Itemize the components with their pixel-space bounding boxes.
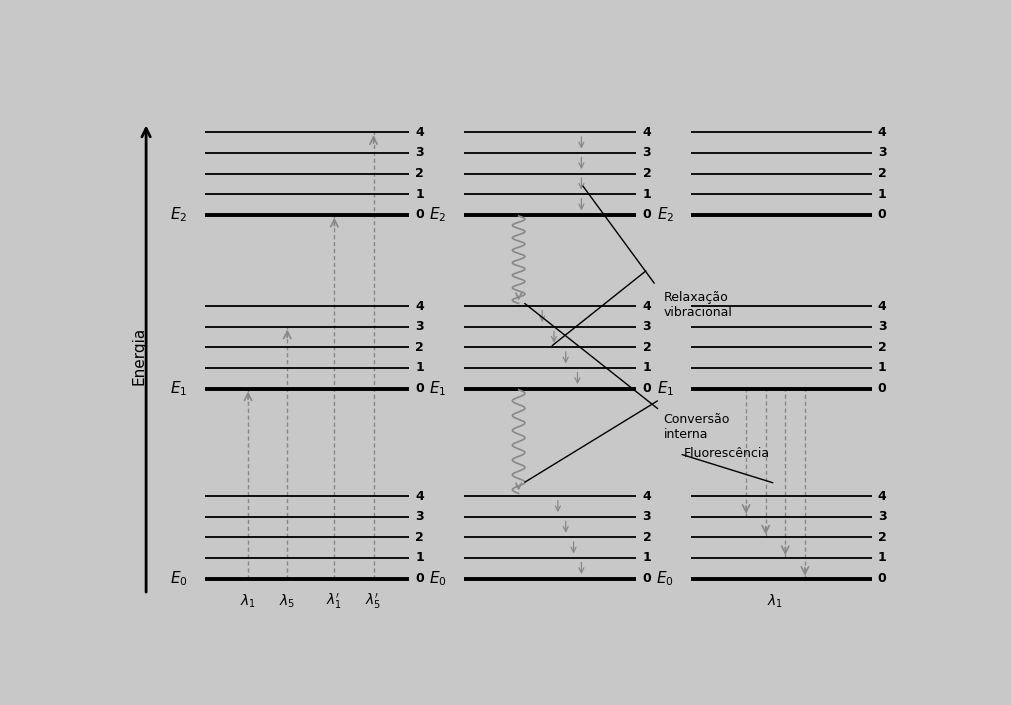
Text: $\lambda_1'$: $\lambda_1'$ bbox=[326, 592, 342, 611]
Text: 4: 4 bbox=[642, 489, 651, 503]
Text: $E_0$: $E_0$ bbox=[655, 569, 673, 588]
Text: 4: 4 bbox=[642, 126, 651, 139]
Text: 3: 3 bbox=[415, 147, 424, 159]
Text: 2: 2 bbox=[642, 341, 651, 354]
Text: 4: 4 bbox=[642, 300, 651, 312]
Text: 1: 1 bbox=[877, 362, 886, 374]
Text: 3: 3 bbox=[415, 510, 424, 523]
Text: 0: 0 bbox=[415, 209, 424, 221]
Text: 1: 1 bbox=[642, 551, 651, 565]
Text: 4: 4 bbox=[415, 126, 424, 139]
Text: 2: 2 bbox=[415, 167, 424, 180]
Text: 3: 3 bbox=[642, 320, 650, 333]
Text: 2: 2 bbox=[642, 167, 651, 180]
Text: $E_1$: $E_1$ bbox=[170, 379, 187, 398]
Text: $E_0$: $E_0$ bbox=[429, 569, 446, 588]
Text: 0: 0 bbox=[415, 382, 424, 395]
Text: $\lambda_5'$: $\lambda_5'$ bbox=[365, 592, 381, 611]
Text: 4: 4 bbox=[877, 489, 886, 503]
Text: 3: 3 bbox=[877, 320, 886, 333]
Text: 3: 3 bbox=[415, 320, 424, 333]
Text: 0: 0 bbox=[415, 572, 424, 585]
Text: Energia: Energia bbox=[131, 327, 147, 385]
Text: 3: 3 bbox=[877, 147, 886, 159]
Text: 3: 3 bbox=[877, 510, 886, 523]
Text: 3: 3 bbox=[642, 147, 650, 159]
Text: 2: 2 bbox=[415, 341, 424, 354]
Text: 2: 2 bbox=[415, 531, 424, 544]
Text: $\lambda_1$: $\lambda_1$ bbox=[766, 592, 783, 610]
Text: $E_1$: $E_1$ bbox=[429, 379, 446, 398]
Text: $\lambda_5$: $\lambda_5$ bbox=[279, 592, 295, 610]
Text: 0: 0 bbox=[642, 572, 651, 585]
Text: 1: 1 bbox=[877, 551, 886, 565]
Text: $E_0$: $E_0$ bbox=[170, 569, 187, 588]
Text: 2: 2 bbox=[877, 341, 886, 354]
Text: Fluorescência: Fluorescência bbox=[682, 447, 768, 460]
Text: $E_2$: $E_2$ bbox=[656, 206, 673, 224]
Text: $\lambda_1$: $\lambda_1$ bbox=[240, 592, 256, 610]
Text: 1: 1 bbox=[642, 362, 651, 374]
Text: 2: 2 bbox=[642, 531, 651, 544]
Text: 0: 0 bbox=[877, 382, 886, 395]
Text: Relaxação
vibracional: Relaxação vibracional bbox=[663, 291, 732, 319]
Text: $E_2$: $E_2$ bbox=[429, 206, 446, 224]
Text: 0: 0 bbox=[642, 209, 651, 221]
Text: 1: 1 bbox=[415, 551, 424, 565]
Text: $E_2$: $E_2$ bbox=[170, 206, 187, 224]
Text: 1: 1 bbox=[415, 188, 424, 201]
Text: 0: 0 bbox=[642, 382, 651, 395]
Text: 1: 1 bbox=[415, 362, 424, 374]
Text: 2: 2 bbox=[877, 167, 886, 180]
Text: 4: 4 bbox=[877, 300, 886, 312]
Text: Conversão
interna: Conversão interna bbox=[663, 413, 729, 441]
Text: 0: 0 bbox=[877, 209, 886, 221]
Text: $E_1$: $E_1$ bbox=[656, 379, 673, 398]
Text: 4: 4 bbox=[877, 126, 886, 139]
Text: 4: 4 bbox=[415, 300, 424, 312]
Text: 0: 0 bbox=[877, 572, 886, 585]
Text: 3: 3 bbox=[642, 510, 650, 523]
Text: 4: 4 bbox=[415, 489, 424, 503]
Text: 2: 2 bbox=[877, 531, 886, 544]
Text: 1: 1 bbox=[642, 188, 651, 201]
Text: 1: 1 bbox=[877, 188, 886, 201]
